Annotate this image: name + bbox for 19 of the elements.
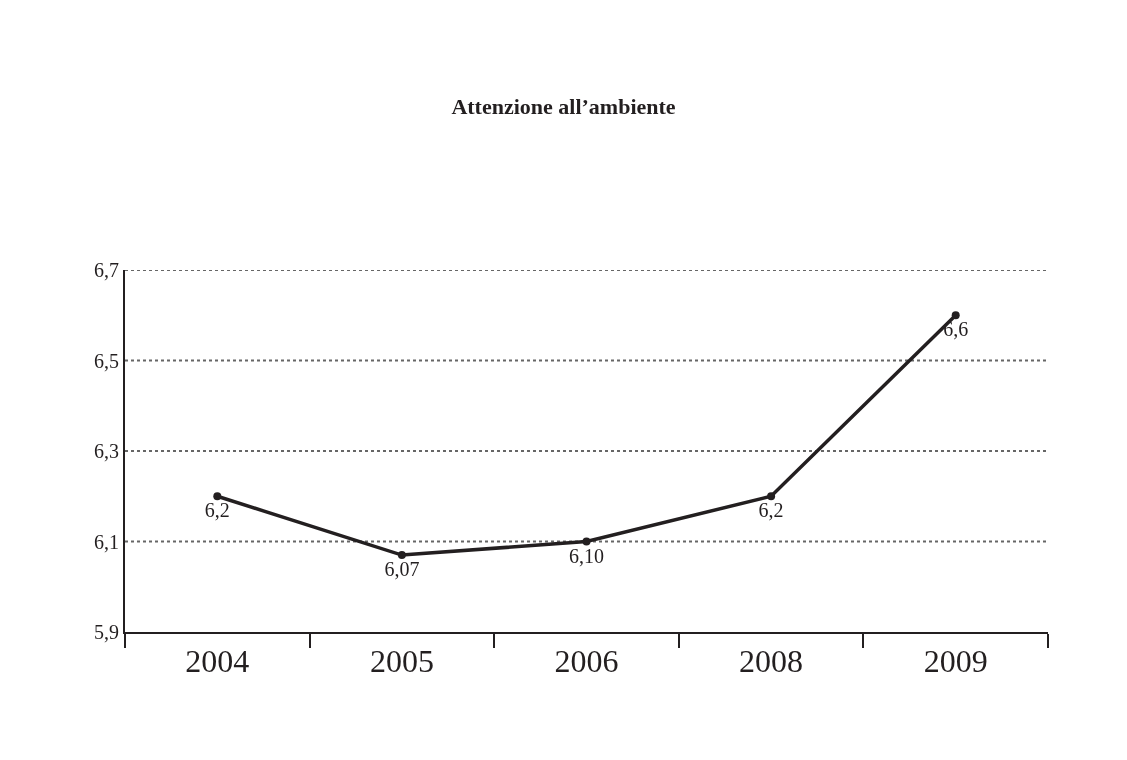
y-tick-label: 6,7 — [94, 259, 119, 281]
x-tick-label: 2005 — [369, 643, 434, 680]
x-tick-label: 2008 — [739, 643, 804, 680]
point — [397, 551, 406, 560]
y-tick-label: 5,9 — [94, 621, 119, 643]
data-label: 6,2 — [758, 499, 784, 522]
data-label: 6,10 — [569, 544, 604, 567]
data-label: 6,07 — [384, 558, 420, 581]
y-tick-label: 6,5 — [94, 349, 119, 372]
point — [767, 492, 776, 501]
point — [951, 311, 960, 320]
x-tick-label: 2004 — [185, 643, 250, 680]
chart-title: Attenzione all’ambiente — [451, 94, 676, 120]
x-tick-label: 2009 — [923, 643, 988, 680]
point — [213, 492, 222, 501]
y-tick-label: 6,1 — [94, 530, 119, 553]
x-tick-label: 2006 — [554, 643, 619, 680]
y-tick-label: 6,3 — [94, 440, 119, 462]
data-label: 6,2 — [204, 499, 230, 522]
